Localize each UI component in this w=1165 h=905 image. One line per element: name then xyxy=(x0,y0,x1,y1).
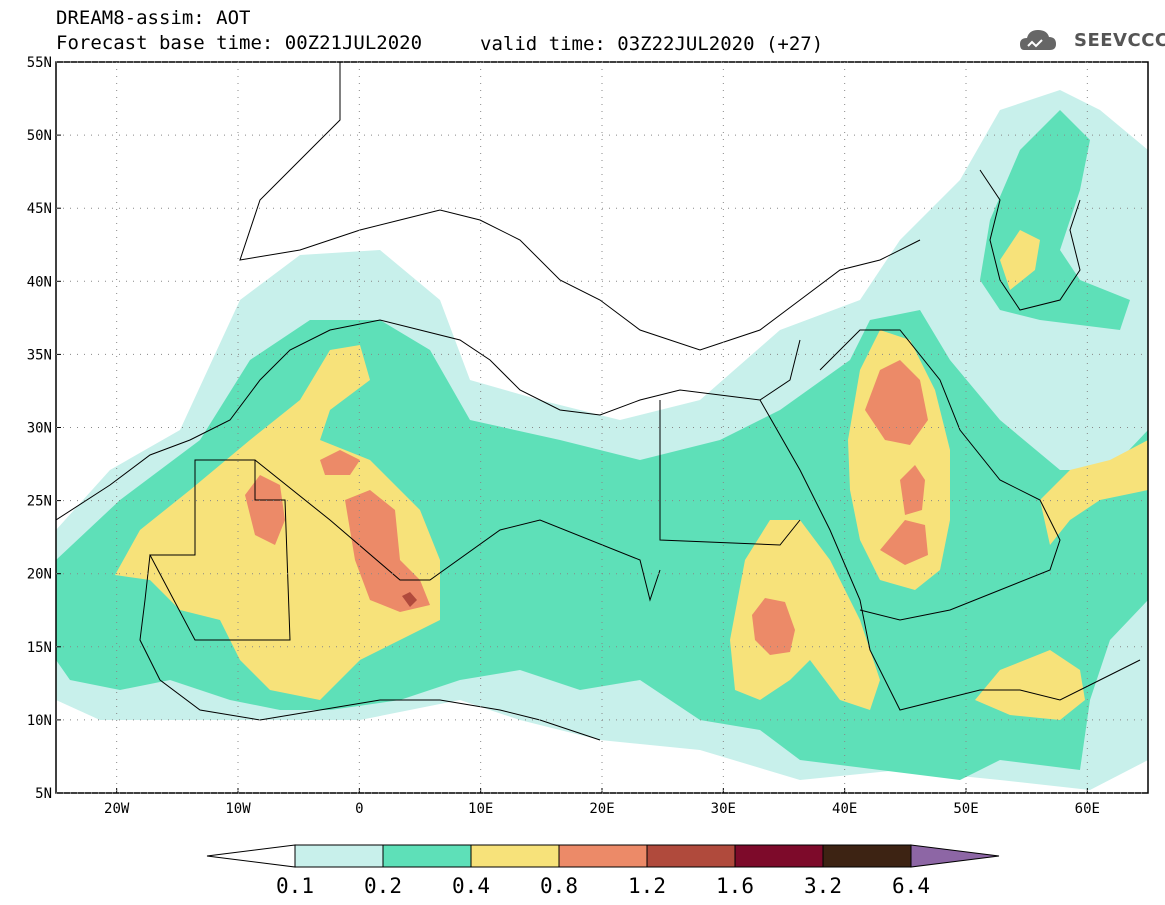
lon-label: 20E xyxy=(589,801,614,817)
lat-label: 45N xyxy=(27,201,52,217)
logo-text: SEEVCCC xyxy=(1074,30,1165,51)
colorbar-label: 0.8 xyxy=(540,874,578,898)
lon-label: 30E xyxy=(711,801,736,817)
valid-time: valid time: 03Z22JUL2020 (+27) xyxy=(480,33,824,55)
aot-band-0.8-mali xyxy=(345,490,430,612)
coastlines xyxy=(56,62,1141,741)
aot-band-0.4-gulf xyxy=(1040,440,1148,545)
cloud-icon xyxy=(1020,30,1056,50)
lat-label: 30N xyxy=(27,421,52,437)
lat-label: 15N xyxy=(27,640,52,656)
colorbar-swatch xyxy=(470,844,560,868)
aot-band-1.2 xyxy=(402,592,417,607)
lat-label: 25N xyxy=(27,494,52,510)
aot-band-0.8-iraq xyxy=(865,360,928,445)
colorbar-label: 0.1 xyxy=(276,874,314,898)
colorbar-swatch xyxy=(294,844,384,868)
colorbar-label: 0.2 xyxy=(364,874,402,898)
colorbar-swatch xyxy=(646,844,736,868)
colorbar-swatch xyxy=(822,844,912,868)
lat-label: 55N xyxy=(27,55,52,71)
lon-label: 20W xyxy=(104,801,130,817)
colorbar-swatch xyxy=(558,844,648,868)
colorbar-swatch xyxy=(382,844,472,868)
colorbar-swatch xyxy=(734,844,824,868)
colorbar-under-arrow xyxy=(206,844,296,868)
aot-band-0.8-arabia1 xyxy=(900,465,925,515)
colorbar-label: 0.4 xyxy=(452,874,490,898)
lat-label: 5N xyxy=(35,786,52,802)
lon-label: 10E xyxy=(468,801,493,817)
colorbar-label: 1.6 xyxy=(716,874,754,898)
axis-ticks: 20W 10W 0 10E 20E 30E 40E 50E 60E 55N 50N 45N 40N 35N… xyxy=(27,55,1148,817)
forecast-base-time: Forecast base time: 00Z21JUL2020 xyxy=(56,32,423,54)
colorbar-label: 3.2 xyxy=(804,874,842,898)
lat-label: 50N xyxy=(27,128,52,144)
lon-label: 0 xyxy=(355,801,363,817)
lat-label: 40N xyxy=(27,274,52,290)
aot-band-0.8-arabia2 xyxy=(880,520,928,565)
aot-band-0.8-sudan xyxy=(752,598,795,655)
lat-label: 20N xyxy=(27,567,52,583)
aot-band-0.4-somalia xyxy=(975,650,1085,720)
aot-band-0.4-caspian xyxy=(1000,230,1040,290)
map-title: DREAM8-assim: AOT xyxy=(56,7,251,29)
lon-label: 50E xyxy=(953,801,978,817)
lat-label: 10N xyxy=(27,713,52,729)
lon-label: 60E xyxy=(1075,801,1100,817)
aot-band-0.8-algeria xyxy=(320,450,360,475)
lon-label: 10W xyxy=(225,801,251,817)
colorbar-label: 1.2 xyxy=(628,874,666,898)
colorbar-label: 6.4 xyxy=(892,874,930,898)
lon-label: 40E xyxy=(832,801,857,817)
colorbar-over-arrow xyxy=(910,844,1000,868)
colorbar: 0.1 0.2 0.4 0.8 1.2 1.6 3.2 6.4 xyxy=(206,844,1000,898)
lat-label: 35N xyxy=(27,347,52,363)
aot-band-0.4-sudan xyxy=(730,520,880,710)
